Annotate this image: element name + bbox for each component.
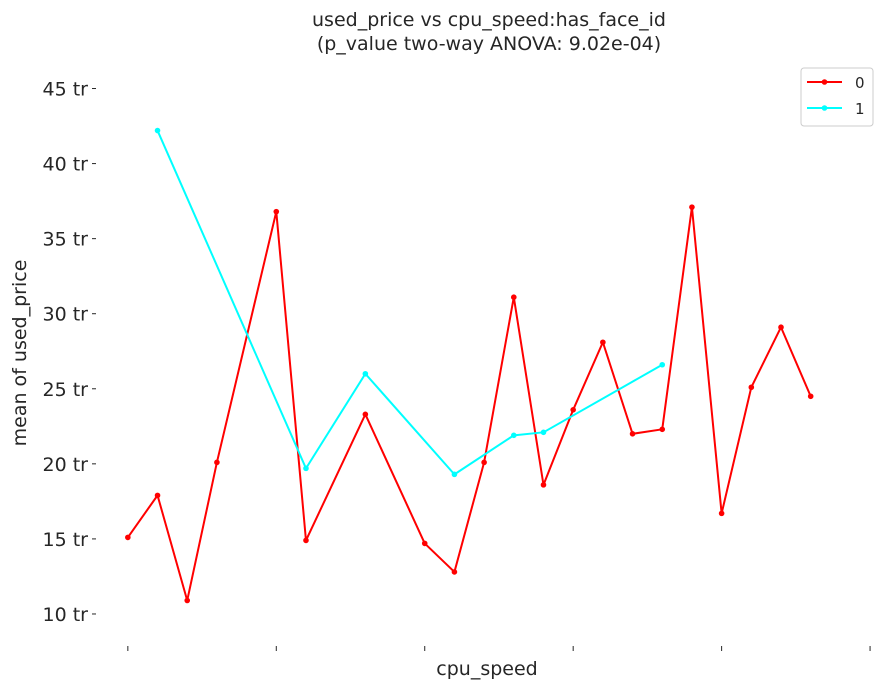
data-point [303,537,309,544]
y-tick-label: 30 tr [43,304,89,326]
y-tick-label: 25 tr [43,379,89,401]
data-point [570,406,576,413]
data-point [481,459,487,466]
data-point [273,208,280,215]
data-point [718,510,725,517]
data-point [748,384,755,391]
data-point [451,471,458,478]
chart-title: used_price vs cpu_speed:has_face_id [312,9,666,31]
data-point [540,482,547,488]
y-tick-label: 45 tr [43,79,89,101]
data-point [540,429,547,436]
data-point [362,411,369,418]
series-line [156,130,663,476]
data-point [214,459,220,466]
data-point [629,431,636,437]
y-tick-label: 40 tr [43,154,89,176]
data-point [421,540,428,547]
y-tick-label: 15 tr [43,529,89,551]
data-point [303,465,309,472]
legend-label: 0 [855,74,865,92]
data-point [451,569,458,575]
data-point [807,393,814,400]
series-line [127,206,812,602]
legend-label: 1 [855,100,865,118]
series-layer [125,127,814,604]
legend-marker [821,105,828,111]
y-axis: 10 tr 15 tr 20 tr 25 tr 30 tr 35 tr 40 tr 45 tr [43,79,96,626]
legend: 01 [800,67,874,127]
data-point [778,324,784,331]
chart-subtitle: (p_value two-way ANOVA: 9.02e-04) [317,33,661,55]
data-point [659,426,666,433]
y-tick-label: 20 tr [43,454,89,476]
data-point [154,127,161,134]
data-point [689,204,695,210]
series-0 [125,204,814,604]
x-axis [127,646,871,651]
y-tick-label: 35 tr [43,229,89,251]
data-point [184,597,191,604]
series-1 [154,127,666,478]
data-point [659,361,666,368]
data-point [510,432,517,439]
data-point [154,492,161,499]
data-point [600,339,606,346]
x-axis-label: cpu_speed [436,658,537,680]
data-point [510,294,517,301]
y-axis-label: mean of used_price [9,260,31,447]
legend-marker [821,79,828,85]
y-tick-label: 10 tr [43,604,89,626]
data-point [362,370,369,377]
data-point [125,534,131,541]
